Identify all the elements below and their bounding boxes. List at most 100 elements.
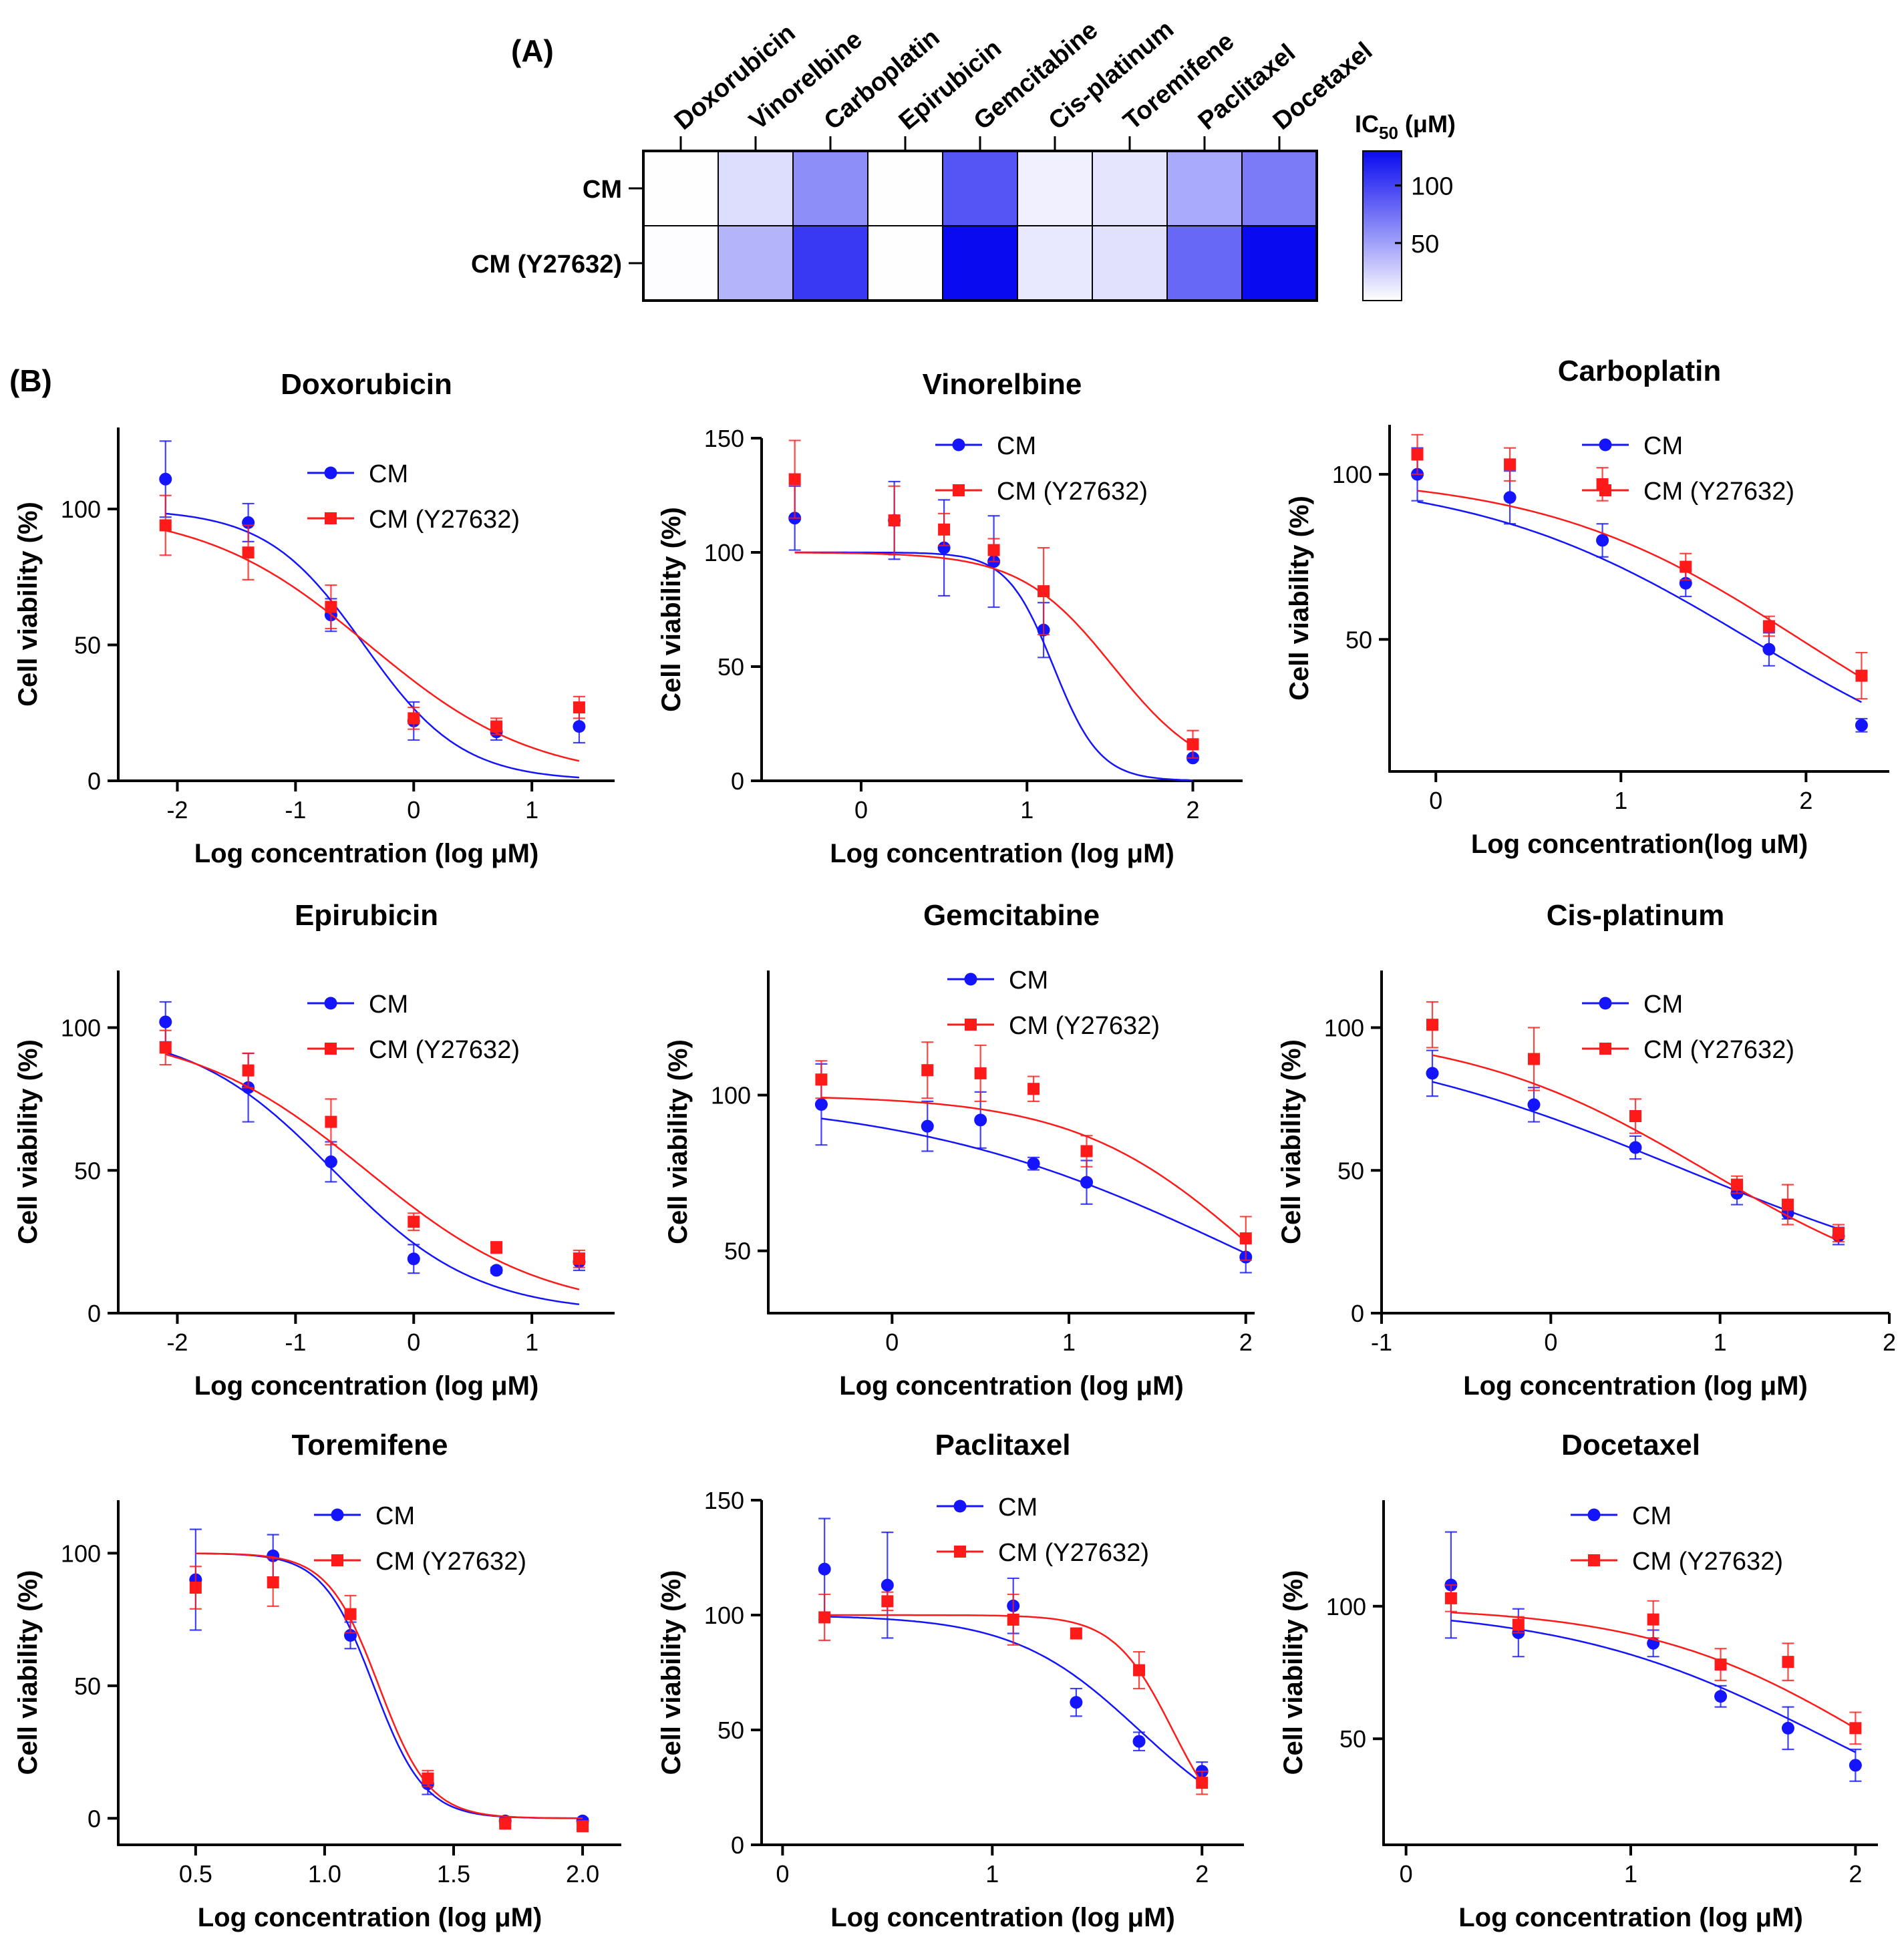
x-tick-label: -1 (1371, 1329, 1392, 1356)
y27632-data-point (159, 519, 172, 532)
y27632-data-point (499, 1817, 512, 1830)
dose-response-chart: Docetaxel 0 1 2 50 100 Log concentration (log … (1279, 1429, 1878, 1932)
cm-data-point (324, 1155, 337, 1168)
y-tick-label: 150 (704, 425, 744, 452)
y27632-data-point (1647, 1613, 1659, 1626)
y-tick-label: 0 (88, 1805, 101, 1832)
cm-data-point (1070, 1696, 1083, 1709)
heatmap-cell (1092, 150, 1168, 226)
x-tick-label: 0 (407, 1329, 420, 1356)
y27632-data-point (577, 1820, 589, 1833)
heatmap-column-label: Gemcitabine (969, 16, 1104, 136)
legend-label: CM (1009, 966, 1048, 995)
cm-data-point (974, 1113, 987, 1127)
legend-marker (324, 466, 337, 480)
y27632-data-point (325, 1115, 337, 1128)
cm-data-point (1132, 1735, 1146, 1748)
legend-label: CM (369, 460, 408, 488)
legend-label: CM (997, 432, 1036, 460)
y27632-data-point (159, 1041, 172, 1054)
y-tick-label: 0 (88, 1300, 101, 1327)
y-tick-label: 100 (1332, 461, 1372, 488)
x-tick-label: 2 (1849, 1860, 1862, 1888)
legend-marker (953, 1499, 967, 1513)
y27632-data-point (1528, 1053, 1540, 1065)
fit-curve (165, 1053, 580, 1290)
chart-title: Gemcitabine (923, 899, 1100, 932)
heatmap-cell (867, 150, 943, 226)
x-tick-label: 1 (1624, 1860, 1637, 1888)
y27632-data-point (490, 720, 503, 733)
heatmap-cell (1017, 225, 1093, 301)
chart-title: Vinorelbine (923, 368, 1082, 401)
y27632-data-point (325, 600, 337, 613)
ic-text: IC (1355, 110, 1379, 138)
chart-title: Doxorubicin (281, 368, 452, 401)
fit-curve (165, 529, 580, 762)
y27632-data-point (1239, 1232, 1252, 1245)
x-tick-label: 0 (1400, 1860, 1413, 1888)
y27632-data-point (818, 1611, 831, 1624)
cm-data-point (921, 1119, 934, 1133)
x-axis-label: Log concentration (log μM) (830, 1903, 1175, 1932)
legend-label: CM (Y27632) (369, 1036, 520, 1064)
x-tick-label: 1 (525, 796, 538, 824)
y27632-data-point (1731, 1178, 1743, 1191)
y27632-data-point (242, 546, 255, 559)
y-tick-label: 50 (718, 653, 744, 681)
x-axis-label: Log concentration (log μM) (194, 1371, 539, 1401)
x-axis-label: Log concentration (log μM) (194, 839, 539, 868)
cm-data-point (1426, 1067, 1439, 1080)
y-tick-label: 50 (1337, 1157, 1364, 1184)
x-tick-label: -2 (166, 796, 188, 824)
y27632-data-point (408, 712, 420, 725)
panel-a-label: (A) (511, 33, 554, 68)
y27632-data-point (422, 1772, 434, 1785)
cm-data-point (814, 1098, 828, 1111)
x-tick-label: 0 (776, 1860, 789, 1888)
heatmap-cell (1092, 225, 1168, 301)
heatmap-cell (792, 225, 868, 301)
dose-response-chart: Cis-platinum -1 0 1 2 0 50 100 Log concentration… (1277, 899, 1896, 1401)
x-tick-label: 0 (407, 796, 420, 824)
heatmap-cell (942, 225, 1018, 301)
heatmap-column-label: Cis-platinum (1044, 15, 1179, 136)
y-tick-label: 0 (731, 767, 744, 795)
y-tick-label: 50 (74, 1672, 101, 1700)
colorbar (1362, 150, 1402, 301)
x-axis-label: Log concentration (log μM) (198, 1903, 542, 1932)
chart-title: Epirubicin (295, 899, 438, 932)
unit-text: (μM) (1398, 110, 1456, 138)
y27632-data-point (1629, 1110, 1641, 1123)
y27632-data-point (189, 1581, 202, 1594)
y27632-data-point (1444, 1592, 1457, 1604)
legend-marker (1599, 438, 1612, 452)
legend-label: CM (Y27632) (1632, 1548, 1783, 1576)
cm-data-point (1527, 1098, 1541, 1111)
cm-data-point (1762, 643, 1776, 656)
legend-label: CM (Y27632) (1009, 1012, 1160, 1040)
x-axis-label: Log concentration (log μM) (839, 1371, 1184, 1401)
y-tick-label: 50 (1345, 626, 1372, 653)
x-tick-label: 0.5 (179, 1860, 212, 1888)
y-tick-label: 100 (1326, 1593, 1366, 1620)
heatmap-cell (718, 150, 794, 226)
y27632-data-point (1762, 620, 1775, 633)
x-tick-label: 2 (1799, 787, 1812, 814)
x-tick-label: -1 (285, 796, 306, 824)
x-axis-label: Log concentration(log uM) (1471, 830, 1808, 859)
x-tick-label: 1.0 (308, 1860, 341, 1888)
y-axis-label: Cell viability (%) (1277, 1039, 1306, 1244)
y-tick-label: 50 (1339, 1725, 1366, 1753)
x-tick-label: 2.0 (566, 1860, 599, 1888)
legend-marker (953, 484, 965, 496)
fit-curve (794, 552, 1194, 747)
dose-response-chart: Toremifene 0.5 1.0 1.5 2.0 0 50 100 Log concentr… (13, 1429, 621, 1932)
heatmap-cell (867, 225, 943, 301)
fit-curve (195, 1552, 583, 1819)
legend-label: CM (1632, 1502, 1672, 1530)
chart-title: Paclitaxel (935, 1429, 1070, 1461)
x-tick-label: 0 (885, 1329, 899, 1356)
